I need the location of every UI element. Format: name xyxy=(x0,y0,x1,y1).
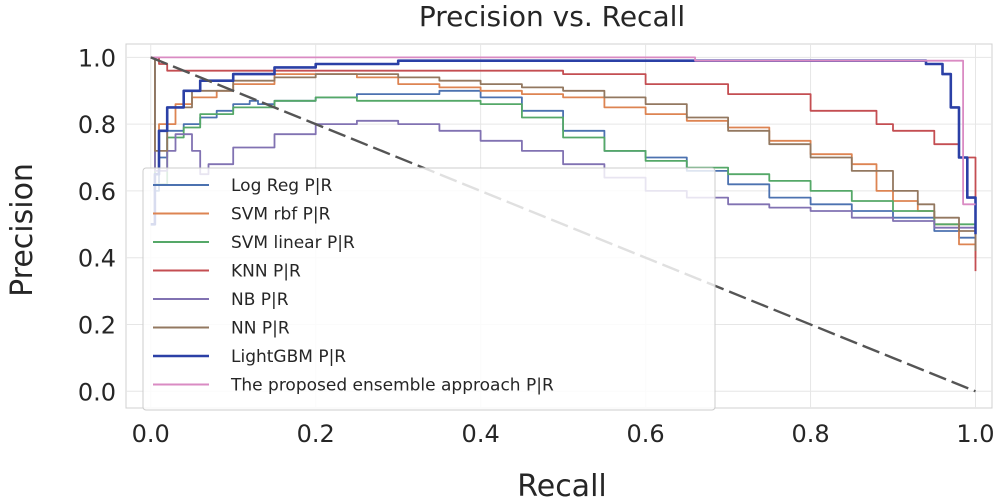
chart-title: Precision vs. Recall xyxy=(419,0,685,33)
y-tick-label: 0.6 xyxy=(78,178,116,206)
series-line-the-proposed-ensemble-approach-p-r xyxy=(150,56,976,206)
x-tick-label: 0.2 xyxy=(297,420,335,448)
legend-label: SVM linear P|R xyxy=(231,233,355,253)
legend-label: NN P|R xyxy=(231,319,290,339)
series-line-lightgbm-p-r xyxy=(150,59,977,235)
x-tick-label: 0.6 xyxy=(627,420,665,448)
legend-label: KNN P|R xyxy=(231,262,301,282)
legend-label: SVM rbf P|R xyxy=(231,205,331,225)
series-line-svm-rbf-p-r xyxy=(150,56,977,258)
x-tick-label: 1.0 xyxy=(956,420,994,448)
legend-label: LightGBM P|R xyxy=(231,347,346,367)
legend: Log Reg P|R SVM rbf P|R SVM linear P|R KNN … xyxy=(142,167,716,411)
y-tick-label: 0.2 xyxy=(78,312,116,340)
legend-label: The proposed ensemble approach P|R xyxy=(230,376,554,396)
x-tick-label: 0.8 xyxy=(791,420,829,448)
series-line-svm-linear-p-r xyxy=(150,56,977,248)
y-tick-label: 0.8 xyxy=(78,111,116,139)
y-axis-title: Precision xyxy=(5,163,40,297)
series-line-knn-p-r xyxy=(150,56,977,272)
legend-label: NB P|R xyxy=(231,290,289,310)
x-tick-label: 0.4 xyxy=(462,420,500,448)
legend-label: Log Reg P|R xyxy=(231,176,332,196)
series-line-nn-p-r xyxy=(150,56,977,251)
legend-box xyxy=(142,167,716,411)
y-tick-label: 0.0 xyxy=(78,378,116,406)
y-tick-label: 1.0 xyxy=(78,44,116,72)
x-tick-label: 0.0 xyxy=(132,420,170,448)
series-line-nb-p-r xyxy=(150,56,977,241)
x-axis-title: Recall xyxy=(517,469,607,504)
y-tick-label: 0.4 xyxy=(78,245,116,273)
